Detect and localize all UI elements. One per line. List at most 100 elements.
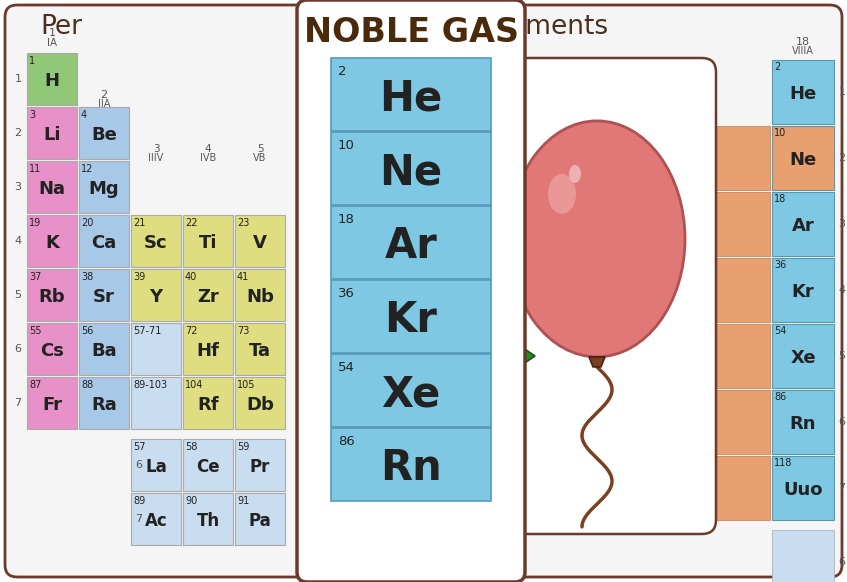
Text: 2: 2 [101,90,108,100]
Text: Kr: Kr [385,300,437,342]
Text: 5: 5 [14,290,21,300]
Bar [27,53,77,105]
Text: Rb: Rb [39,288,65,306]
Text: 5: 5 [257,144,263,154]
Bar [183,439,233,491]
Bar [235,493,285,545]
Text: 88: 88 [81,379,93,389]
Bar [331,428,491,501]
Text: 86: 86 [338,435,355,448]
Text: 55: 55 [29,325,42,335]
Text: 7: 7 [136,514,142,524]
Text: 59: 59 [237,442,249,452]
Polygon shape [589,357,605,367]
Text: 12: 12 [81,164,93,173]
Bar [131,439,181,491]
Bar [131,215,181,267]
Bar [772,324,834,388]
Bar [331,206,491,279]
Text: Ta: Ta [249,342,271,360]
Text: 10: 10 [774,129,786,139]
Text: 4: 4 [14,236,21,246]
Bar [131,377,181,429]
Text: He: He [789,85,817,103]
Text: 18: 18 [796,37,810,47]
Text: 54: 54 [774,327,786,336]
Text: Mg: Mg [89,180,119,198]
Text: 19: 19 [29,218,42,228]
Text: 2: 2 [338,65,346,78]
Bar [772,258,834,322]
Text: 118: 118 [774,459,793,469]
Text: Be: Be [91,126,117,144]
Text: Elements: Elements [485,14,608,40]
Text: 18: 18 [338,213,355,226]
Bar [708,258,770,322]
FancyBboxPatch shape [430,5,842,577]
Text: Zr: Zr [197,288,219,306]
Text: 54: 54 [338,361,355,374]
Text: IA: IA [47,38,57,48]
Bar [27,269,77,321]
Text: 39: 39 [133,271,145,282]
Text: Ti: Ti [199,234,217,252]
Text: 1: 1 [29,55,35,66]
Bar [708,390,770,454]
Text: 104: 104 [185,379,203,389]
Bar [235,269,285,321]
Text: La: La [145,458,167,476]
Bar [331,354,491,427]
Bar [79,269,129,321]
Bar [27,377,77,429]
Text: 1: 1 [14,74,21,84]
Text: 22: 22 [185,218,197,228]
Text: Xe: Xe [790,349,816,367]
Text: 5: 5 [839,351,845,361]
Bar [183,215,233,267]
Text: Xe: Xe [381,374,440,416]
Bar [235,377,285,429]
Bar [79,323,129,375]
Text: Rn: Rn [380,448,442,489]
Text: 87: 87 [29,379,42,389]
Bar [27,161,77,213]
Ellipse shape [548,174,576,214]
Text: 12
Cr: 12 Cr [439,477,451,499]
Text: VIIIA: VIIIA [792,46,814,56]
Text: 58: 58 [185,442,197,452]
Text: 2: 2 [774,62,780,73]
Text: Db: Db [246,396,274,414]
Text: 12
IIIE: 12 IIIE [438,213,452,235]
Text: 73: 73 [237,325,249,335]
Text: Nb: Nb [246,288,274,306]
Text: Ar: Ar [792,217,814,235]
Bar [708,324,770,388]
Text: He: He [379,77,443,119]
Bar [708,126,770,190]
Bar [131,269,181,321]
Bar [79,215,129,267]
Text: Hf: Hf [197,342,219,360]
Text: Sr: Sr [93,288,115,306]
Text: 4: 4 [205,144,211,154]
Bar [772,456,834,520]
Ellipse shape [569,165,581,183]
Bar [131,323,181,375]
Text: 2: 2 [839,153,845,163]
Text: IVB: IVB [200,153,216,163]
Text: H: H [45,72,59,90]
Text: Pr: Pr [250,458,270,476]
Text: NOBLE GAS: NOBLE GAS [303,16,518,48]
Text: 3: 3 [29,109,35,119]
Text: 57-71: 57-71 [133,325,162,335]
Text: Th: Th [197,512,219,530]
Text: Fr: Fr [42,396,62,414]
Text: 23: 23 [237,218,249,228]
Text: Cs: Cs [40,342,64,360]
Ellipse shape [509,121,685,357]
Text: 89: 89 [133,495,145,506]
Text: K: K [45,234,59,252]
Bar [27,215,77,267]
Text: 72: 72 [185,325,197,335]
Text: Sc: Sc [144,234,168,252]
